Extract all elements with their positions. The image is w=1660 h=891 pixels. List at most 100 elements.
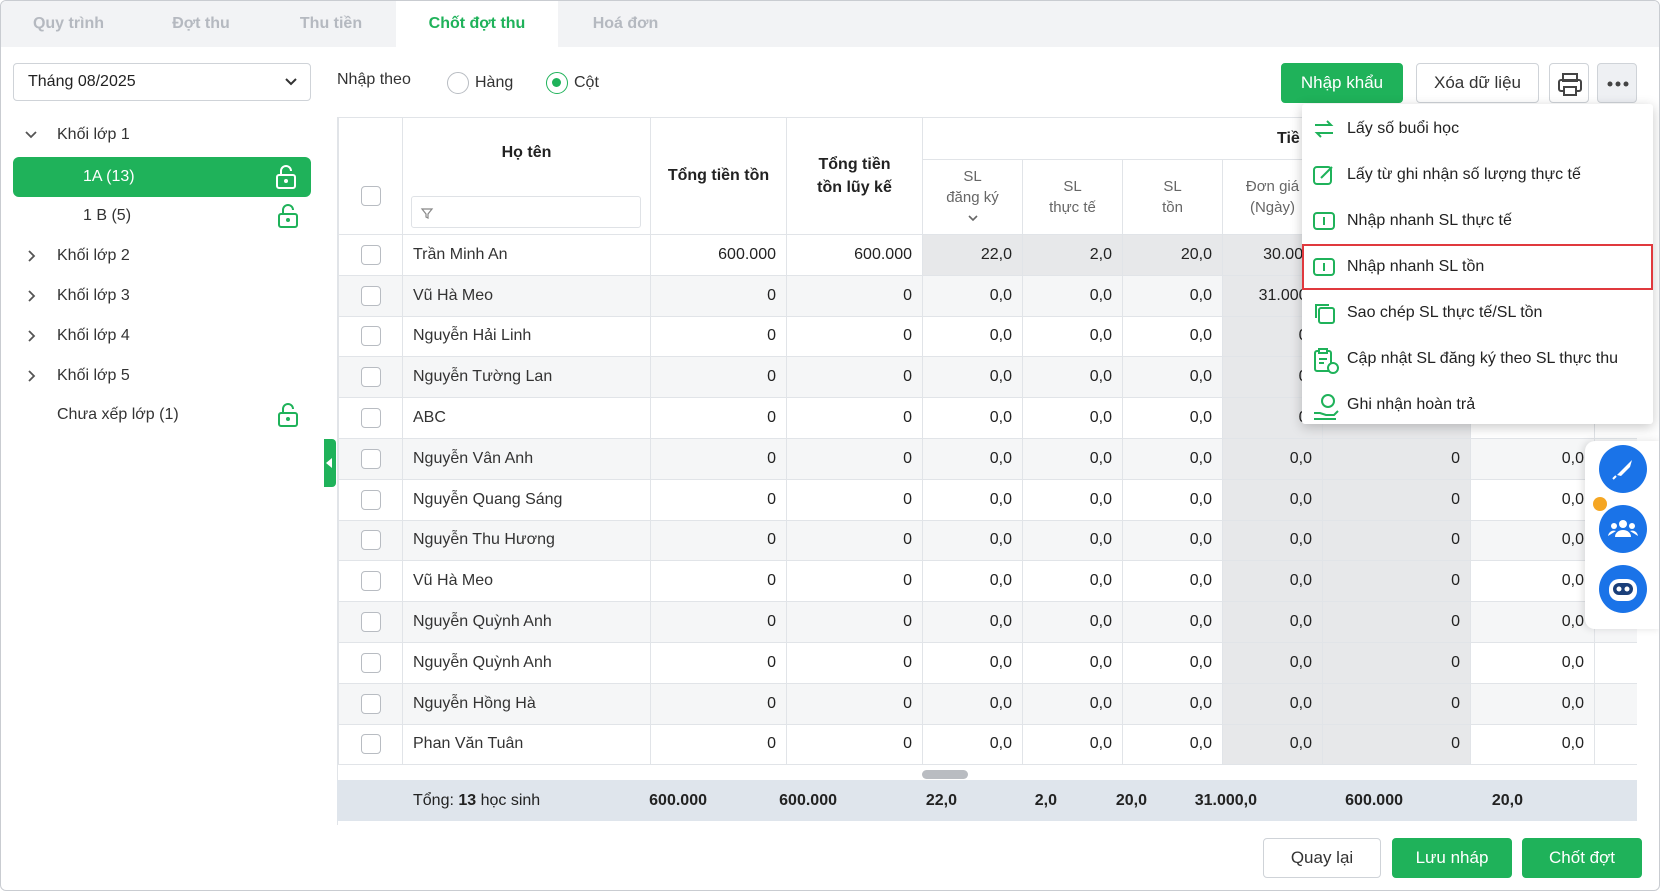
tree-item-khoi-lop-1[interactable]: Khối lớp 1 (13, 115, 311, 155)
table-row[interactable]: Nguyễn Thu Hương 0 0 0,0 0,0 0,0 0,0 0 0,0 (338, 519, 1637, 562)
unlock-icon[interactable] (277, 204, 299, 228)
tab-hoa-don[interactable]: Hoá đơn (592, 15, 659, 32)
menu-item-lay-so-buoi-hoc[interactable]: Lấy số buổi học (1302, 106, 1653, 152)
chevron-down-icon[interactable] (23, 115, 39, 170)
row-checkbox[interactable] (360, 448, 381, 469)
import-button[interactable]: Nhập khẩu (1281, 63, 1403, 103)
radio-row[interactable]: Hàng (447, 71, 513, 95)
cell-tt[interactable]: 0,0 (1022, 397, 1123, 439)
row-checkbox[interactable] (360, 244, 381, 265)
row-checkbox[interactable] (360, 408, 381, 429)
row-checkbox[interactable] (360, 285, 381, 306)
tab-thu-tien[interactable]: Thu tiền (299, 15, 363, 32)
tree-item-1b[interactable]: 1 B (5) (13, 196, 311, 236)
tab-dot-thu[interactable]: Đợt thu (172, 15, 230, 32)
month-select[interactable]: Tháng 08/2025 (13, 63, 311, 101)
horizontal-scrollbar-thumb[interactable] (922, 770, 968, 779)
tree-item-khoi-lop-4[interactable]: Khối lớp 4 (13, 316, 311, 356)
row-checkbox[interactable] (360, 652, 381, 673)
row-checkbox[interactable] (360, 326, 381, 347)
tree-item-khoi-lop-2[interactable]: Khối lớp 2 (13, 236, 311, 276)
cell-tt[interactable]: 0,0 (1022, 682, 1123, 725)
group-button[interactable] (1599, 505, 1647, 553)
cell-sltn[interactable]: 0,0 (1122, 397, 1223, 439)
cell-tt[interactable]: 0,0 (1022, 723, 1123, 766)
menu-item-nhap-nhanh-sl-ton[interactable]: Nhập nhanh SL tồn (1302, 244, 1653, 290)
back-button[interactable]: Quay lại (1263, 838, 1381, 878)
cell-tt[interactable]: 0,0 (1022, 437, 1123, 480)
cell-sltn[interactable]: 0,0 (1122, 560, 1223, 603)
chevron-right-icon[interactable] (23, 276, 39, 331)
cell-dg: 0,0 (1222, 682, 1323, 725)
table-row[interactable]: Nguyễn Quỳnh Anh 0 0 0,0 0,0 0,0 0,0 0 0,0 (338, 641, 1637, 684)
name-filter-input[interactable] (411, 196, 641, 228)
cell-sltn[interactable]: 0,0 (1122, 641, 1223, 684)
row-checkbox[interactable] (360, 612, 381, 633)
cell-tt[interactable]: 0,0 (1022, 274, 1123, 317)
tree-item-khoi-lop-3[interactable]: Khối lớp 3 (13, 276, 311, 316)
finalize-button[interactable]: Chốt đợt (1522, 838, 1642, 878)
tree-item-1a[interactable]: 1A (13) (13, 157, 311, 197)
cell-sltn[interactable]: 0,0 (1122, 723, 1223, 766)
menu-item-lay-tu-ghi-nhan[interactable]: Lấy từ ghi nhận số lượng thực tế (1302, 152, 1653, 198)
cell-sltn[interactable]: 20,0 (1122, 234, 1223, 276)
cell-sltn[interactable]: 0,0 (1122, 274, 1223, 317)
tree-item-label: Khối lớp 1 (57, 126, 130, 143)
row-checkbox[interactable] (360, 693, 381, 714)
table-row[interactable]: Nguyễn Hồng Hà 0 0 0,0 0,0 0,0 0,0 0 0,0 (338, 682, 1637, 725)
cell-sltn[interactable]: 0,0 (1122, 356, 1223, 399)
unlock-icon[interactable] (277, 403, 299, 427)
sort-chevron-icon[interactable] (966, 213, 980, 223)
tree-item-khoi-lop-5[interactable]: Khối lớp 5 (13, 356, 311, 396)
chevron-right-icon[interactable] (23, 356, 39, 411)
cell-tt[interactable]: 0,0 (1022, 519, 1123, 562)
unlock-icon[interactable] (275, 165, 297, 189)
cell-tt[interactable]: 2,0 (1022, 234, 1123, 276)
table-row[interactable]: Vũ Hà Meo 0 0 0,0 0,0 0,0 0,0 0 0,0 (338, 560, 1637, 603)
col-header-sl-dang-ky[interactable]: SL đăng ký (922, 159, 1023, 235)
cell-tt[interactable]: 0,0 (1022, 560, 1123, 603)
tree-item-chua-xep-lop[interactable]: Chưa xếp lớp (1) (13, 395, 311, 435)
save-draft-button[interactable]: Lưu nháp (1392, 838, 1512, 878)
row-checkbox[interactable] (360, 489, 381, 510)
radio-column-label: Cột (574, 74, 599, 91)
cell-tt[interactable]: 0,0 (1022, 356, 1123, 399)
cell-sltn[interactable]: 0,0 (1122, 478, 1223, 521)
chevron-right-icon[interactable] (23, 316, 39, 371)
cell-sltn[interactable]: 0,0 (1122, 315, 1223, 358)
cell-luyke: 0 (786, 601, 923, 643)
cell-tt[interactable]: 0,0 (1022, 601, 1123, 643)
menu-item-cap-nhat-sl-dang-ky[interactable]: Cập nhật SL đăng ký theo SL thực thu (1302, 336, 1653, 382)
tab-chot-dot-thu[interactable]: Chốt đợt thu (396, 1, 558, 47)
tab-quy-trinh[interactable]: Quy trình (32, 15, 105, 32)
assistant-bot-button[interactable] (1599, 565, 1647, 613)
cell-sltn[interactable]: 0,0 (1122, 437, 1223, 480)
row-checkbox[interactable] (360, 571, 381, 592)
menu-item-sao-chep[interactable]: Sao chép SL thực tế/SL tồn (1302, 290, 1653, 336)
radio-column[interactable]: Cột (546, 71, 599, 95)
cell-tt[interactable]: 0,0 (1022, 478, 1123, 521)
copy-icon (1315, 304, 1335, 324)
table-row[interactable]: Phan Văn Tuân 0 0 0,0 0,0 0,0 0,0 0 0,0 (338, 723, 1637, 766)
cell-sltn[interactable]: 0,0 (1122, 519, 1223, 562)
row-checkbox[interactable] (360, 367, 381, 388)
menu-item-ghi-nhan-hoan-tra[interactable]: Ghi nhận hoàn trả (1302, 382, 1653, 428)
menu-item-nhap-nhanh-sl-thuc-te[interactable]: Nhập nhanh SL thực tế (1302, 198, 1653, 244)
chevron-right-icon[interactable] (23, 236, 39, 291)
more-button[interactable] (1597, 63, 1637, 103)
cell-sltn[interactable]: 0,0 (1122, 601, 1223, 643)
table-row[interactable]: Nguyễn Quỳnh Anh 0 0 0,0 0,0 0,0 0,0 0 0,0 (338, 601, 1637, 643)
print-button[interactable] (1549, 63, 1589, 103)
table-row[interactable]: Nguyễn Vân Anh 0 0 0,0 0,0 0,0 0,0 0 0,0 (338, 437, 1637, 480)
rocket-button[interactable] (1599, 445, 1647, 493)
select-all-checkbox[interactable] (360, 186, 381, 206)
table-row[interactable]: Nguyễn Quang Sáng 0 0 0,0 0,0 0,0 0,0 0 0,0 (338, 478, 1637, 521)
clear-data-button[interactable]: Xóa dữ liệu (1416, 63, 1539, 103)
row-checkbox[interactable] (360, 734, 381, 755)
cell-sltn[interactable]: 0,0 (1122, 682, 1223, 725)
cell-tt[interactable]: 0,0 (1022, 641, 1123, 684)
row-checkbox[interactable] (360, 530, 381, 551)
sidebar-collapse-button[interactable] (324, 439, 336, 487)
cell-tt[interactable]: 0,0 (1022, 315, 1123, 358)
